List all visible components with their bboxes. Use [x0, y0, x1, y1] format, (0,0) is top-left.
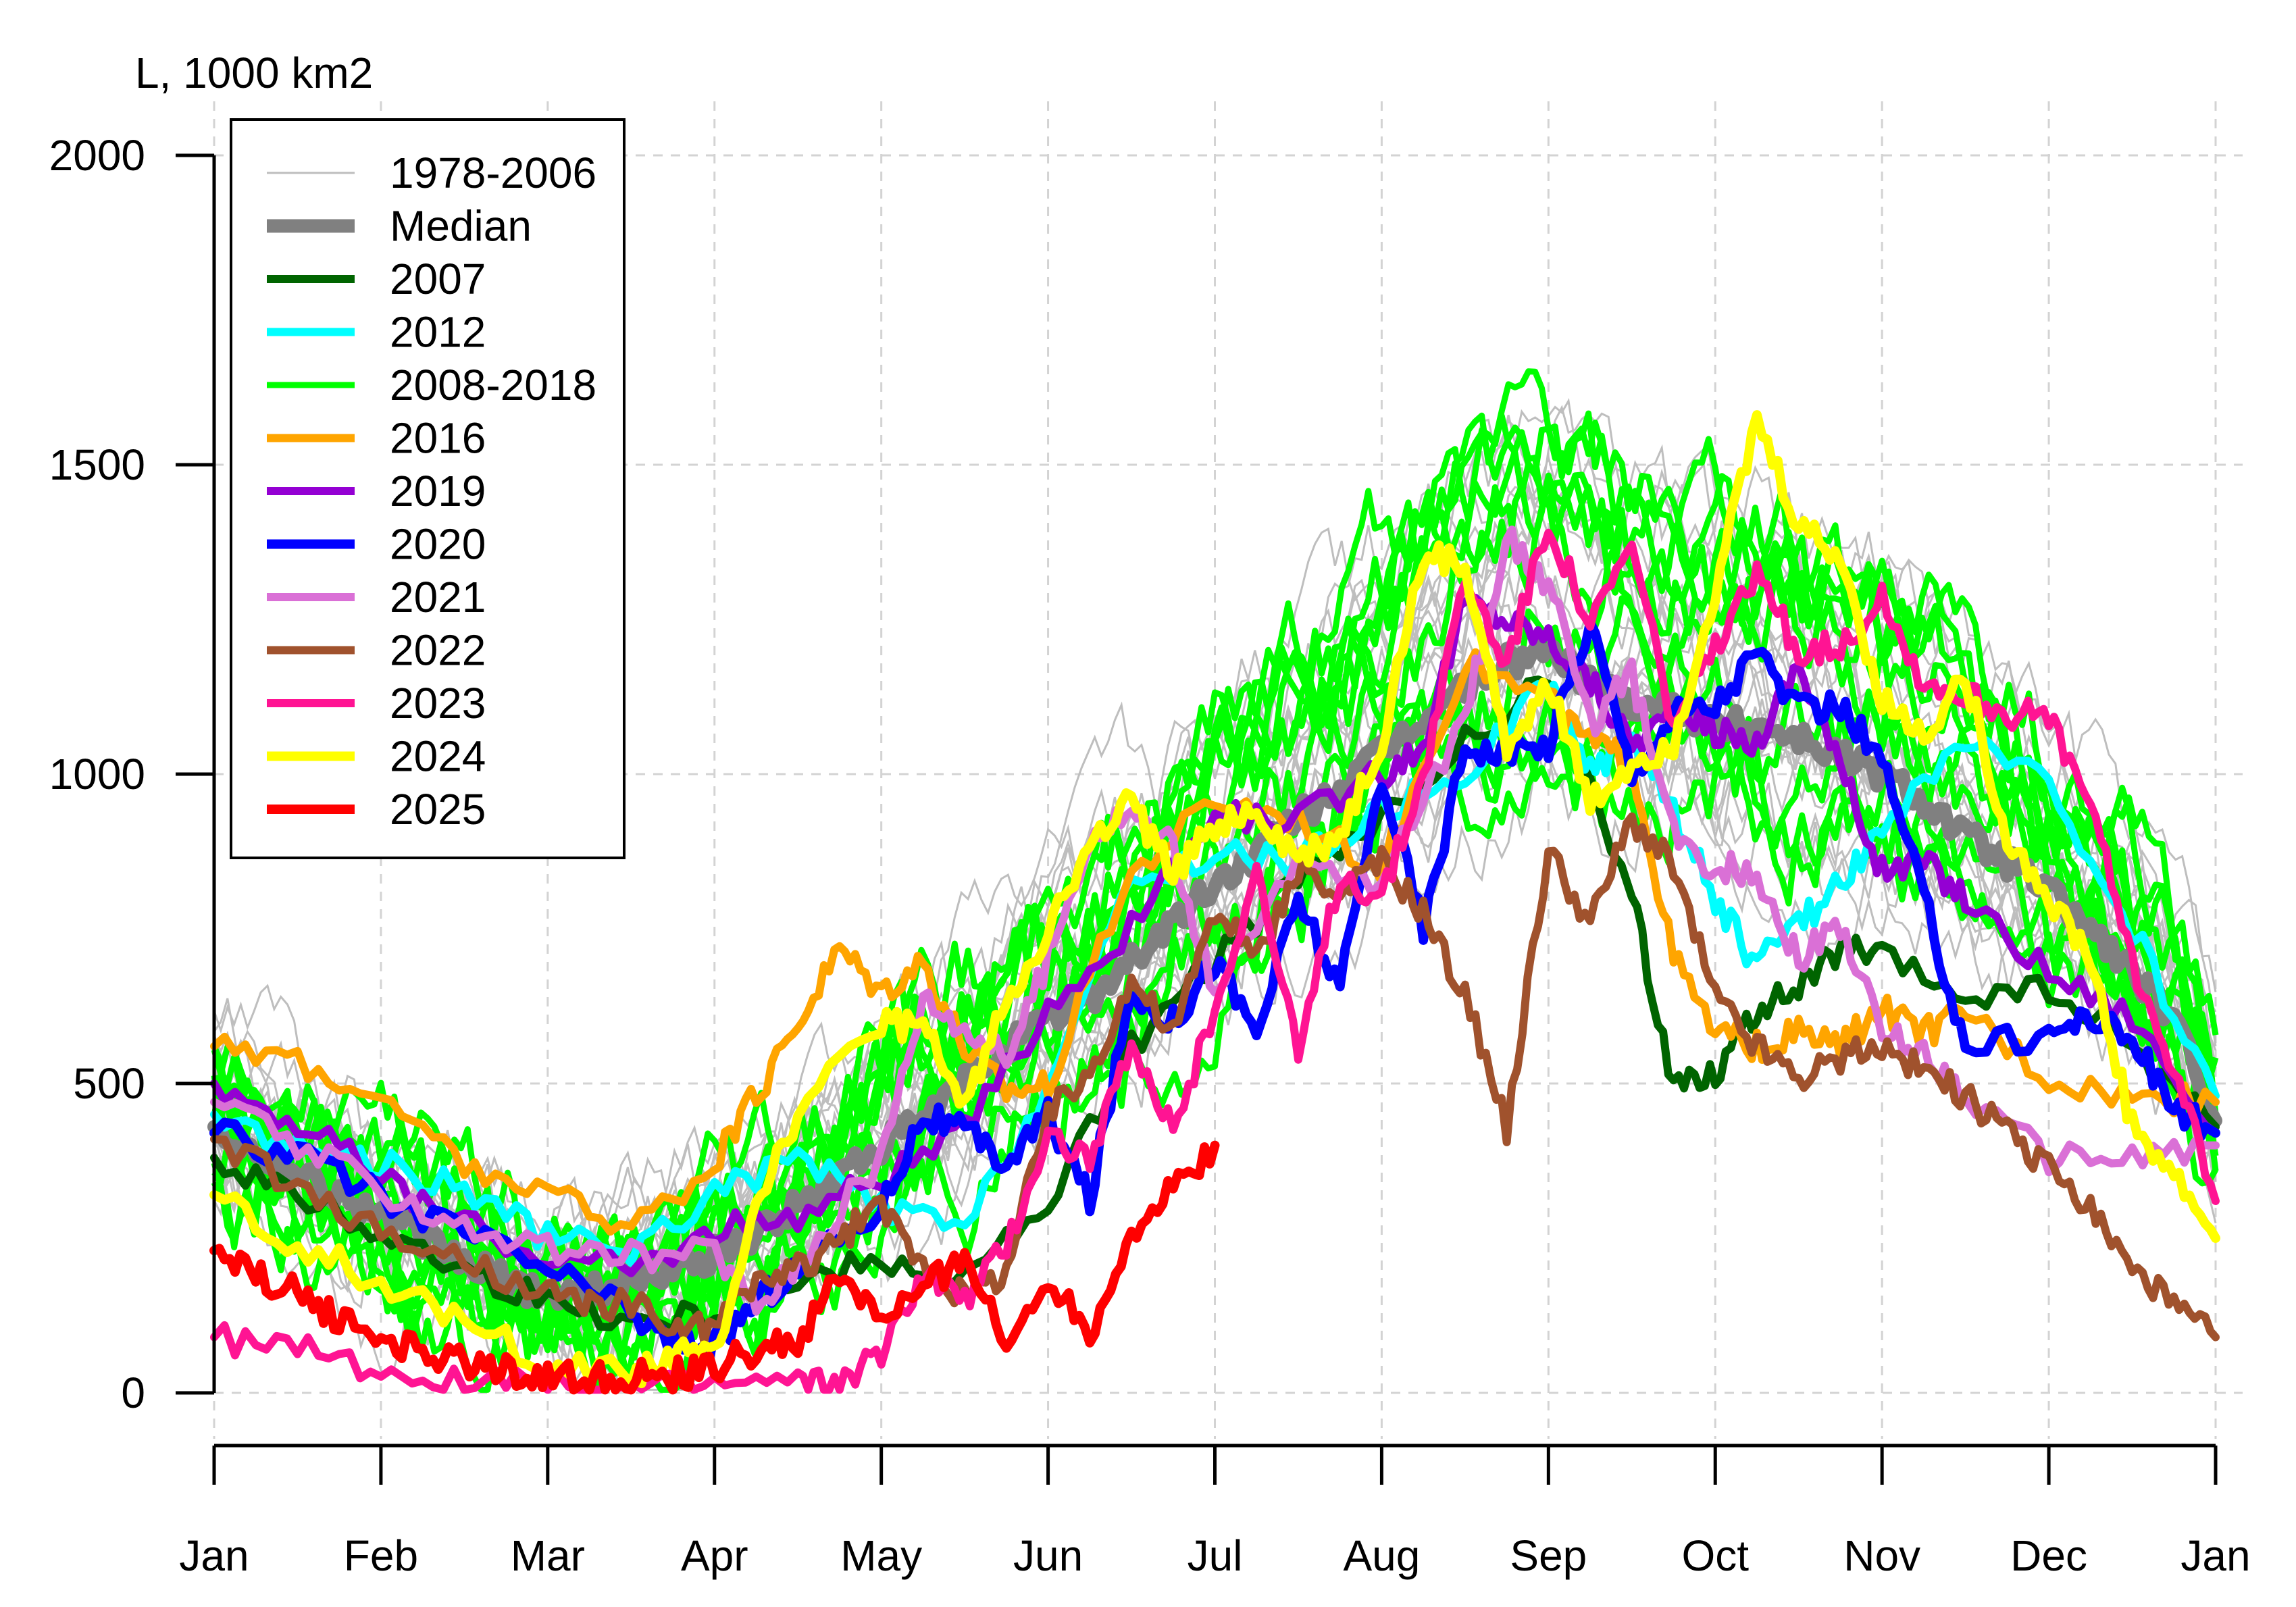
- x-tick-label: Jun: [1013, 1531, 1083, 1580]
- x-tick-label: Jan: [179, 1531, 249, 1580]
- series-line-2021: [210, 526, 2220, 1316]
- y-tick-label: 1000: [49, 750, 145, 798]
- x-tick-label: Jan: [2180, 1531, 2250, 1580]
- legend-label: 2008-2018: [390, 361, 596, 409]
- legend-label: 2020: [390, 520, 486, 569]
- axes: 0 500 1000 1500 2000 Jan Feb Mar Apr May Jun Jul Aug…: [49, 131, 2251, 1580]
- legend-label: 2023: [390, 679, 486, 728]
- series-line-2022: [210, 812, 2220, 1346]
- y-tick-label: 500: [73, 1059, 145, 1108]
- x-tick-label: Feb: [344, 1531, 418, 1580]
- series-line-2025: [209, 1140, 1220, 1395]
- series-line-2024: [209, 410, 2220, 1389]
- highlight-series: [207, 410, 2222, 1395]
- legend-label: 2012: [390, 308, 486, 357]
- series-line-2008-2018: [211, 474, 2219, 1342]
- legend-label: 2016: [390, 414, 486, 463]
- x-tick-label: Sep: [1510, 1531, 1587, 1580]
- legend-label: 1978-2006: [390, 149, 596, 197]
- legend-label: 2025: [390, 785, 486, 834]
- series-line-2023: [210, 528, 2220, 1394]
- legend-label: 2007: [390, 255, 486, 303]
- legend-label: 2024: [390, 732, 486, 781]
- y-tick-label: 1500: [49, 440, 145, 489]
- y-tick-label: 2000: [49, 131, 145, 180]
- x-tick-label: Nov: [1843, 1531, 1920, 1580]
- y-axis-label: L, 1000 km2: [135, 49, 373, 97]
- x-tick-label: Apr: [681, 1531, 748, 1580]
- legend-label: 2022: [390, 626, 486, 675]
- x-tick-label: Jul: [1188, 1531, 1243, 1580]
- legend-label: 2019: [390, 467, 486, 515]
- x-tick-label: Aug: [1343, 1531, 1420, 1580]
- x-tick-label: Mar: [511, 1531, 585, 1580]
- legend-label: 2021: [390, 573, 486, 621]
- x-tick-label: Dec: [2010, 1531, 2087, 1580]
- x-tick-label: May: [840, 1531, 922, 1580]
- x-tick-label: Oct: [1681, 1531, 1749, 1580]
- y-tick-label: 0: [121, 1369, 145, 1417]
- legend-label: Median: [390, 202, 532, 251]
